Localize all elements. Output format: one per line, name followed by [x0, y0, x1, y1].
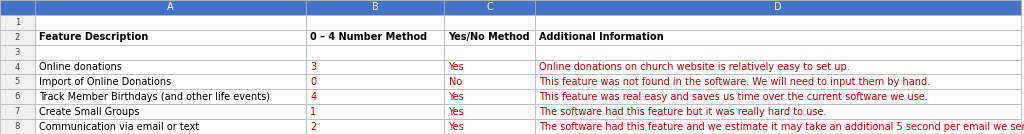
Bar — [444, 45, 535, 59]
Text: 3: 3 — [310, 62, 316, 72]
Text: 4: 4 — [14, 62, 20, 72]
Text: No: No — [449, 77, 462, 87]
Bar — [444, 75, 535, 89]
Text: Import of Online Donations: Import of Online Donations — [39, 77, 171, 87]
Text: This feature was not found in the software. We will need to input them by hand.: This feature was not found in the softwa… — [539, 77, 930, 87]
Text: D: D — [774, 2, 781, 12]
Text: 2: 2 — [310, 122, 316, 132]
Text: 2: 2 — [14, 33, 20, 42]
Text: Yes/No Method: Yes/No Method — [449, 32, 530, 42]
Bar — [444, 119, 535, 134]
Text: Track Member Birthdays (and other life events): Track Member Birthdays (and other life e… — [39, 92, 270, 102]
Bar — [306, 0, 444, 15]
Bar — [444, 89, 535, 104]
Bar — [444, 15, 535, 30]
Bar — [535, 15, 1021, 30]
Text: Feature Description: Feature Description — [39, 32, 148, 42]
Bar — [0, 15, 35, 30]
Text: Online donations on church website is relatively easy to set up.: Online donations on church website is re… — [539, 62, 849, 72]
Bar — [306, 119, 444, 134]
Bar — [444, 30, 535, 45]
Bar — [535, 119, 1021, 134]
Bar — [0, 45, 35, 59]
Text: Yes: Yes — [449, 122, 464, 132]
Text: This feature was real easy and saves us time over the current software we use.: This feature was real easy and saves us … — [539, 92, 928, 102]
Text: 1: 1 — [310, 107, 316, 117]
Bar — [444, 104, 535, 119]
Bar — [306, 104, 444, 119]
Bar — [306, 30, 444, 45]
Text: 5: 5 — [14, 77, 20, 86]
Bar — [0, 30, 35, 45]
Bar — [444, 0, 535, 15]
Bar — [306, 45, 444, 59]
Text: The software had this feature but it was really hard to use.: The software had this feature but it was… — [539, 107, 826, 117]
Text: B: B — [372, 2, 379, 12]
Bar — [0, 0, 35, 15]
Bar — [35, 45, 306, 59]
Bar — [35, 59, 306, 75]
Bar — [35, 0, 306, 15]
Bar — [444, 59, 535, 75]
Text: 4: 4 — [310, 92, 316, 102]
Bar — [535, 45, 1021, 59]
Text: 0: 0 — [310, 77, 316, 87]
Text: 3: 3 — [14, 48, 20, 57]
Bar — [0, 89, 35, 104]
Bar — [306, 59, 444, 75]
Text: Yes: Yes — [449, 107, 464, 117]
Bar — [306, 89, 444, 104]
Text: Online donations: Online donations — [39, 62, 122, 72]
Bar — [0, 104, 35, 119]
Bar — [0, 119, 35, 134]
Bar — [535, 89, 1021, 104]
Bar — [0, 75, 35, 89]
Bar — [306, 15, 444, 30]
Bar — [535, 59, 1021, 75]
Text: 7: 7 — [14, 107, 20, 116]
Bar — [35, 30, 306, 45]
Text: 8: 8 — [14, 122, 20, 131]
Bar — [35, 89, 306, 104]
Bar — [35, 15, 306, 30]
Bar — [535, 75, 1021, 89]
Text: 1: 1 — [14, 18, 20, 27]
Text: Yes: Yes — [449, 62, 464, 72]
Bar — [306, 75, 444, 89]
Text: Communication via email or text: Communication via email or text — [39, 122, 199, 132]
Bar — [535, 0, 1021, 15]
Text: 6: 6 — [14, 92, 20, 101]
Text: C: C — [486, 2, 493, 12]
Bar — [535, 30, 1021, 45]
Bar — [35, 104, 306, 119]
Text: A: A — [167, 2, 174, 12]
Bar — [35, 75, 306, 89]
Text: Create Small Groups: Create Small Groups — [39, 107, 139, 117]
Bar — [0, 59, 35, 75]
Bar — [535, 104, 1021, 119]
Text: Yes: Yes — [449, 92, 464, 102]
Text: 0 – 4 Number Method: 0 – 4 Number Method — [310, 32, 427, 42]
Bar — [35, 119, 306, 134]
Text: The software had this feature and we estimate it may take an additional 5 second: The software had this feature and we est… — [539, 122, 1024, 132]
Text: Additional Information: Additional Information — [539, 32, 664, 42]
